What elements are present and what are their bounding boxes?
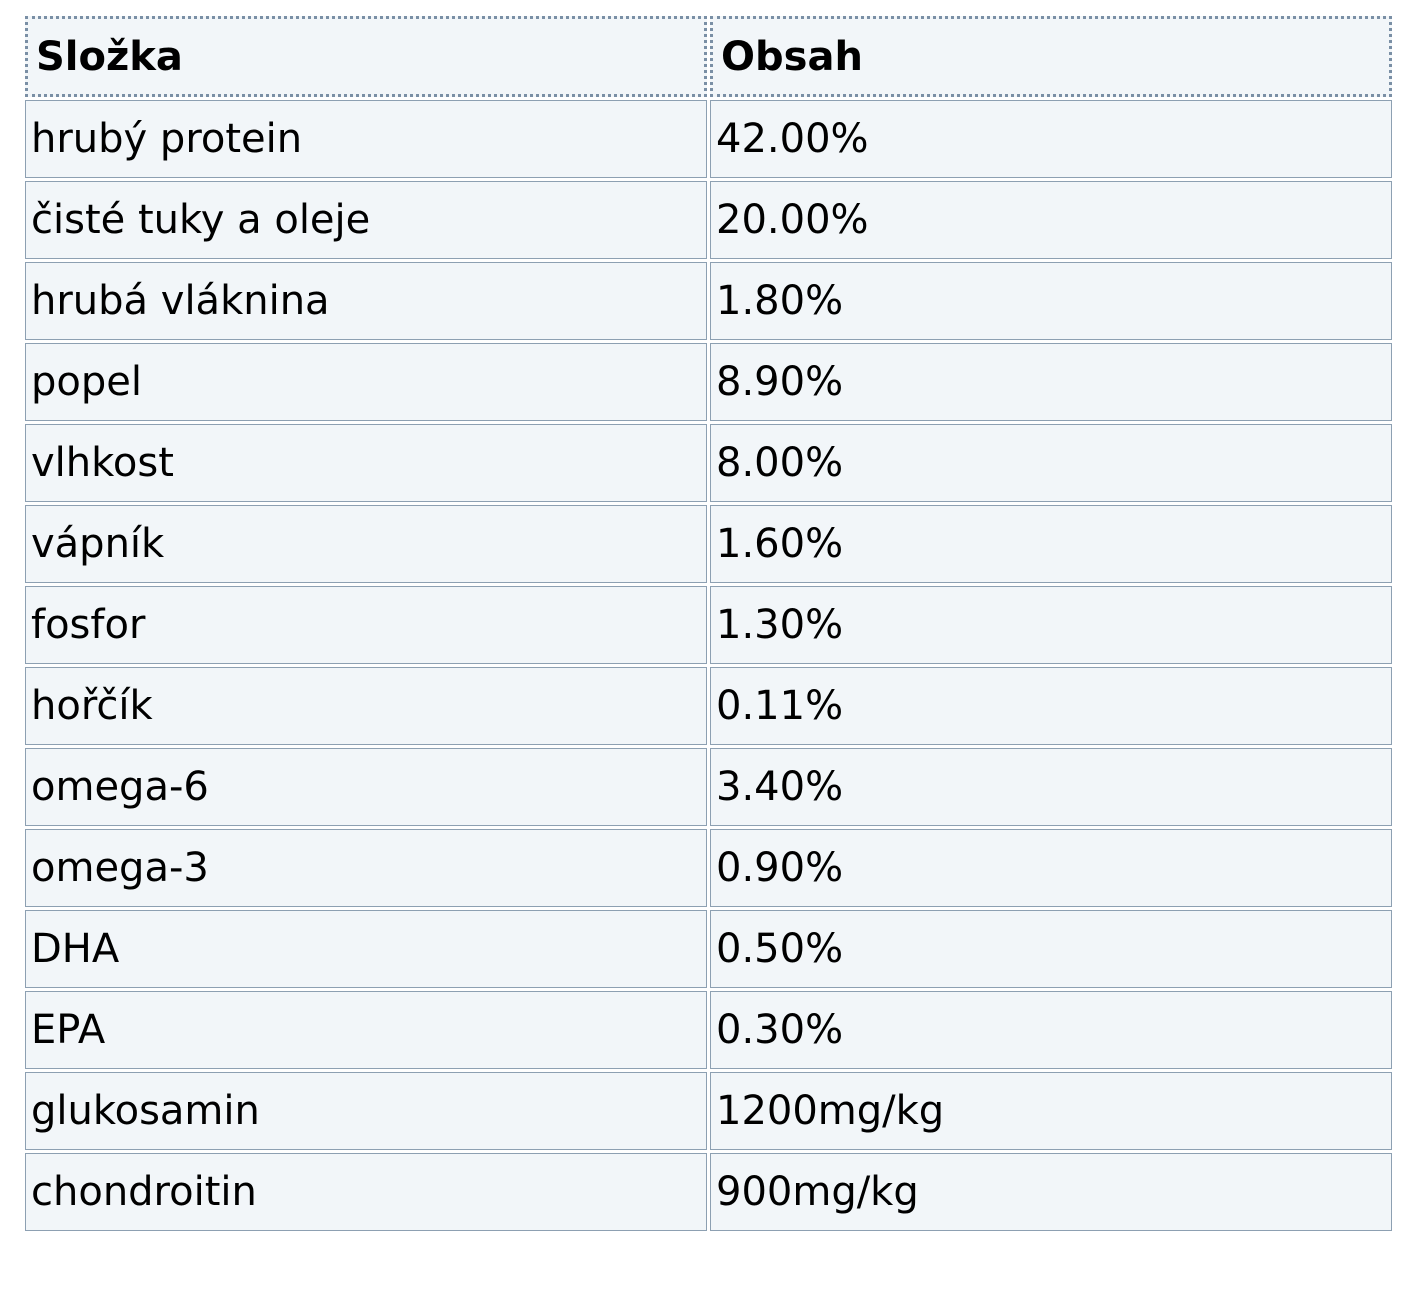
ingredient-cell: glukosamin (25, 1072, 707, 1150)
content-cell: 1.80% (710, 262, 1392, 340)
table-row: DHA 0.50% (25, 910, 1392, 988)
content-cell: 1200mg/kg (710, 1072, 1392, 1150)
ingredient-cell: čisté tuky a oleje (25, 181, 707, 259)
content-cell: 42.00% (710, 100, 1392, 178)
ingredient-cell: omega-3 (25, 829, 707, 907)
ingredient-cell: popel (25, 343, 707, 421)
content-cell: 3.40% (710, 748, 1392, 826)
ingredient-cell: vlhkost (25, 424, 707, 502)
ingredient-cell: chondroitin (25, 1153, 707, 1231)
content-cell: 8.00% (710, 424, 1392, 502)
ingredient-cell: hrubý protein (25, 100, 707, 178)
table-row: fosfor 1.30% (25, 586, 1392, 664)
table-row: vápník 1.60% (25, 505, 1392, 583)
ingredient-cell: omega-6 (25, 748, 707, 826)
content-cell: 0.90% (710, 829, 1392, 907)
column-header-content: Obsah (710, 16, 1392, 97)
table-row: čisté tuky a oleje 20.00% (25, 181, 1392, 259)
content-cell: 0.50% (710, 910, 1392, 988)
table-row: popel 8.90% (25, 343, 1392, 421)
column-header-ingredient: Složka (25, 16, 707, 97)
table-header-row: Složka Obsah (25, 16, 1392, 97)
table-row: omega-3 0.90% (25, 829, 1392, 907)
content-cell: 900mg/kg (710, 1153, 1392, 1231)
content-cell: 1.30% (710, 586, 1392, 664)
ingredient-cell: hořčík (25, 667, 707, 745)
content-cell: 20.00% (710, 181, 1392, 259)
ingredient-cell: DHA (25, 910, 707, 988)
nutrition-table: Složka Obsah hrubý protein 42.00% čisté … (22, 13, 1395, 1234)
table-row: hrubý protein 42.00% (25, 100, 1392, 178)
content-cell: 0.30% (710, 991, 1392, 1069)
ingredient-cell: fosfor (25, 586, 707, 664)
ingredient-cell: EPA (25, 991, 707, 1069)
nutrition-table-container: Složka Obsah hrubý protein 42.00% čisté … (22, 13, 1395, 1234)
table-row: omega-6 3.40% (25, 748, 1392, 826)
ingredient-cell: vápník (25, 505, 707, 583)
table-row: hořčík 0.11% (25, 667, 1392, 745)
content-cell: 8.90% (710, 343, 1392, 421)
table-row: hrubá vláknina 1.80% (25, 262, 1392, 340)
table-row: glukosamin 1200mg/kg (25, 1072, 1392, 1150)
content-cell: 1.60% (710, 505, 1392, 583)
table-row: chondroitin 900mg/kg (25, 1153, 1392, 1231)
content-cell: 0.11% (710, 667, 1392, 745)
ingredient-cell: hrubá vláknina (25, 262, 707, 340)
table-row: vlhkost 8.00% (25, 424, 1392, 502)
table-row: EPA 0.30% (25, 991, 1392, 1069)
